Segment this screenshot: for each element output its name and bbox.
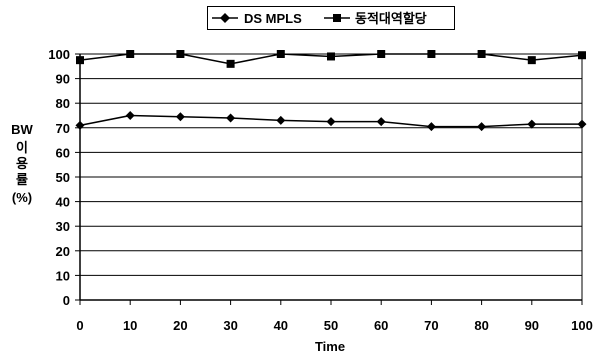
x-tick-label-20: 20 [173, 318, 187, 333]
series-group [75, 50, 587, 132]
series-1-point-4 [276, 50, 285, 58]
x-axis-label: Time [315, 339, 345, 354]
y-tick-label-70: 70 [56, 121, 70, 136]
series-0-point-6 [376, 117, 386, 127]
series-0-point-10 [577, 119, 587, 129]
x-tick-label-60: 60 [374, 318, 388, 333]
y-tick-label-50: 50 [56, 170, 70, 185]
series-1-point-5 [327, 52, 335, 61]
legend-label-ds-mpls: DS MPLS [244, 11, 302, 26]
series-0-point-4 [276, 115, 286, 125]
y-axis-label: BW 이용률 (%) [11, 122, 33, 205]
gridlines [75, 53, 582, 301]
series-1-point-1 [126, 50, 135, 58]
y-tick-label-80: 80 [56, 96, 70, 111]
series-1-point-7 [427, 50, 436, 58]
x-tick-label-80: 80 [474, 318, 488, 333]
x-tick-label-10: 10 [123, 318, 137, 333]
series-0-point-1 [125, 111, 135, 120]
x-tick-label-0: 0 [76, 318, 83, 333]
x-tick-label-90: 90 [525, 318, 539, 333]
legend-item-ds-mpls: DS MPLS [212, 11, 302, 26]
series-1-point-10 [578, 51, 586, 60]
y-axis-label-line-4: (%) [12, 190, 32, 205]
legend-label-dynamic-bandwidth: 동적대역할당 [355, 11, 427, 26]
y-tick-label-40: 40 [56, 195, 70, 210]
series-0-point-3 [226, 113, 236, 123]
y-tick-label-10: 10 [56, 268, 70, 283]
y-tick-label-100: 100 [48, 47, 70, 62]
series-0-point-7 [426, 122, 436, 132]
series-1-point-2 [176, 50, 185, 58]
series-0 [75, 111, 587, 132]
y-axis-label-line-3: 률 [16, 172, 28, 187]
series-0-point-8 [477, 122, 487, 132]
legend: DS MPLS 동적대역할당 [207, 6, 455, 30]
y-axis-label-line-0: BW [11, 122, 33, 137]
diamond-marker-icon [220, 13, 230, 23]
legend-item-dynamic-bandwidth: 동적대역할당 [324, 11, 427, 26]
x-tick-label-100: 100 [571, 318, 593, 333]
series-1-point-8 [477, 50, 486, 58]
series-0-point-5 [326, 117, 336, 127]
x-tick-labels: 0 10 20 30 40 50 60 70 80 90 100 [76, 300, 593, 333]
series-1 [76, 50, 586, 68]
x-tick-label-30: 30 [223, 318, 237, 333]
y-tick-label-60: 60 [56, 145, 70, 160]
series-1-point-9 [527, 56, 536, 65]
x-tick-label-40: 40 [274, 318, 288, 333]
series-0-point-9 [527, 119, 537, 129]
series-0-point-0 [75, 120, 85, 130]
square-marker-icon [333, 14, 341, 22]
series-0-point-2 [175, 112, 185, 122]
y-axis-label-line-1: 이 [16, 140, 28, 155]
y-tick-labels: 0 10 20 30 40 50 60 70 80 90 100 [48, 47, 70, 308]
series-1-point-6 [377, 50, 386, 58]
y-tick-label-90: 90 [56, 72, 70, 87]
y-tick-label-20: 20 [56, 244, 70, 259]
x-tick-label-70: 70 [424, 318, 438, 333]
y-tick-label-30: 30 [56, 219, 70, 234]
y-tick-label-0: 0 [63, 293, 70, 308]
x-tick-label-50: 50 [324, 318, 338, 333]
y-axis-label-line-2: 용 [16, 156, 28, 171]
series-1-point-3 [226, 59, 235, 68]
series-1-point-0 [76, 56, 84, 65]
